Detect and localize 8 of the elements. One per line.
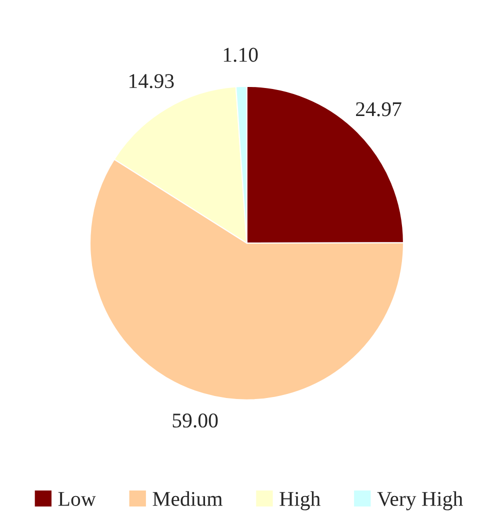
data-label: 24.97 [356,102,402,116]
data-label: 14.93 [130,74,174,88]
legend-label: Very High [377,491,463,510]
legend-label: Medium [152,491,222,506]
data-label: 1.10 [224,48,258,62]
legend-label: High [280,491,320,510]
data-label: 59.00 [172,413,218,428]
legend-label: Low [58,492,96,506]
